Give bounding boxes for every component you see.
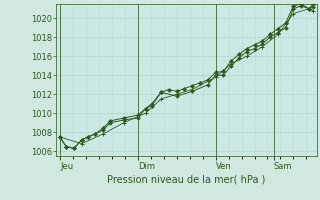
X-axis label: Pression niveau de la mer( hPa ): Pression niveau de la mer( hPa ) [107, 175, 266, 185]
